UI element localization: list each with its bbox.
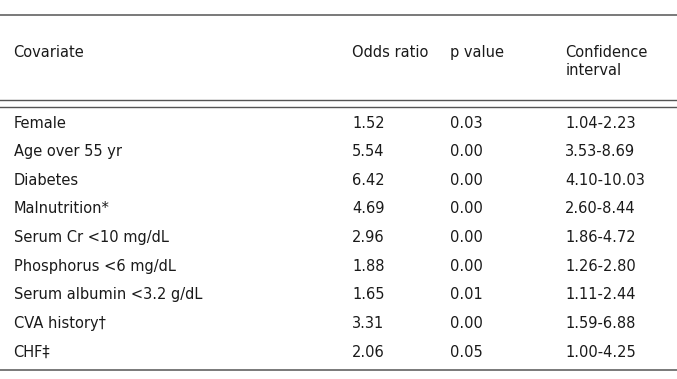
Text: 0.01: 0.01 — [450, 287, 483, 302]
Text: 0.00: 0.00 — [450, 230, 483, 245]
Text: 1.86-4.72: 1.86-4.72 — [565, 230, 636, 245]
Text: Confidence
interval: Confidence interval — [565, 45, 648, 78]
Text: CVA history†: CVA history† — [14, 316, 106, 331]
Text: 0.00: 0.00 — [450, 144, 483, 159]
Text: 4.69: 4.69 — [352, 202, 385, 216]
Text: 1.52: 1.52 — [352, 116, 385, 131]
Text: 1.04-2.23: 1.04-2.23 — [565, 116, 636, 131]
Text: p value: p value — [450, 45, 504, 61]
Text: 0.00: 0.00 — [450, 173, 483, 188]
Text: Malnutrition*: Malnutrition* — [14, 202, 110, 216]
Text: Serum Cr <10 mg/dL: Serum Cr <10 mg/dL — [14, 230, 169, 245]
Text: 5.54: 5.54 — [352, 144, 385, 159]
Text: Odds ratio: Odds ratio — [352, 45, 429, 61]
Text: 6.42: 6.42 — [352, 173, 385, 188]
Text: Serum albumin <3.2 g/dL: Serum albumin <3.2 g/dL — [14, 287, 202, 302]
Text: 3.31: 3.31 — [352, 316, 385, 331]
Text: 3.53-8.69: 3.53-8.69 — [565, 144, 636, 159]
Text: Female: Female — [14, 116, 66, 131]
Text: 1.26-2.80: 1.26-2.80 — [565, 259, 636, 274]
Text: 2.06: 2.06 — [352, 345, 385, 360]
Text: Phosphorus <6 mg/dL: Phosphorus <6 mg/dL — [14, 259, 175, 274]
Text: Diabetes: Diabetes — [14, 173, 79, 188]
Text: 4.10-10.03: 4.10-10.03 — [565, 173, 645, 188]
Text: 1.59-6.88: 1.59-6.88 — [565, 316, 636, 331]
Text: 0.00: 0.00 — [450, 202, 483, 216]
Text: 0.03: 0.03 — [450, 116, 483, 131]
Text: 1.11-2.44: 1.11-2.44 — [565, 287, 636, 302]
Text: CHF‡: CHF‡ — [14, 345, 50, 360]
Text: 0.05: 0.05 — [450, 345, 483, 360]
Text: 2.96: 2.96 — [352, 230, 385, 245]
Text: 2.60-8.44: 2.60-8.44 — [565, 202, 636, 216]
Text: 0.00: 0.00 — [450, 259, 483, 274]
Text: Age over 55 yr: Age over 55 yr — [14, 144, 122, 159]
Text: Covariate: Covariate — [14, 45, 85, 61]
Text: 1.00-4.25: 1.00-4.25 — [565, 345, 636, 360]
Text: 1.88: 1.88 — [352, 259, 385, 274]
Text: 1.65: 1.65 — [352, 287, 385, 302]
Text: 0.00: 0.00 — [450, 316, 483, 331]
